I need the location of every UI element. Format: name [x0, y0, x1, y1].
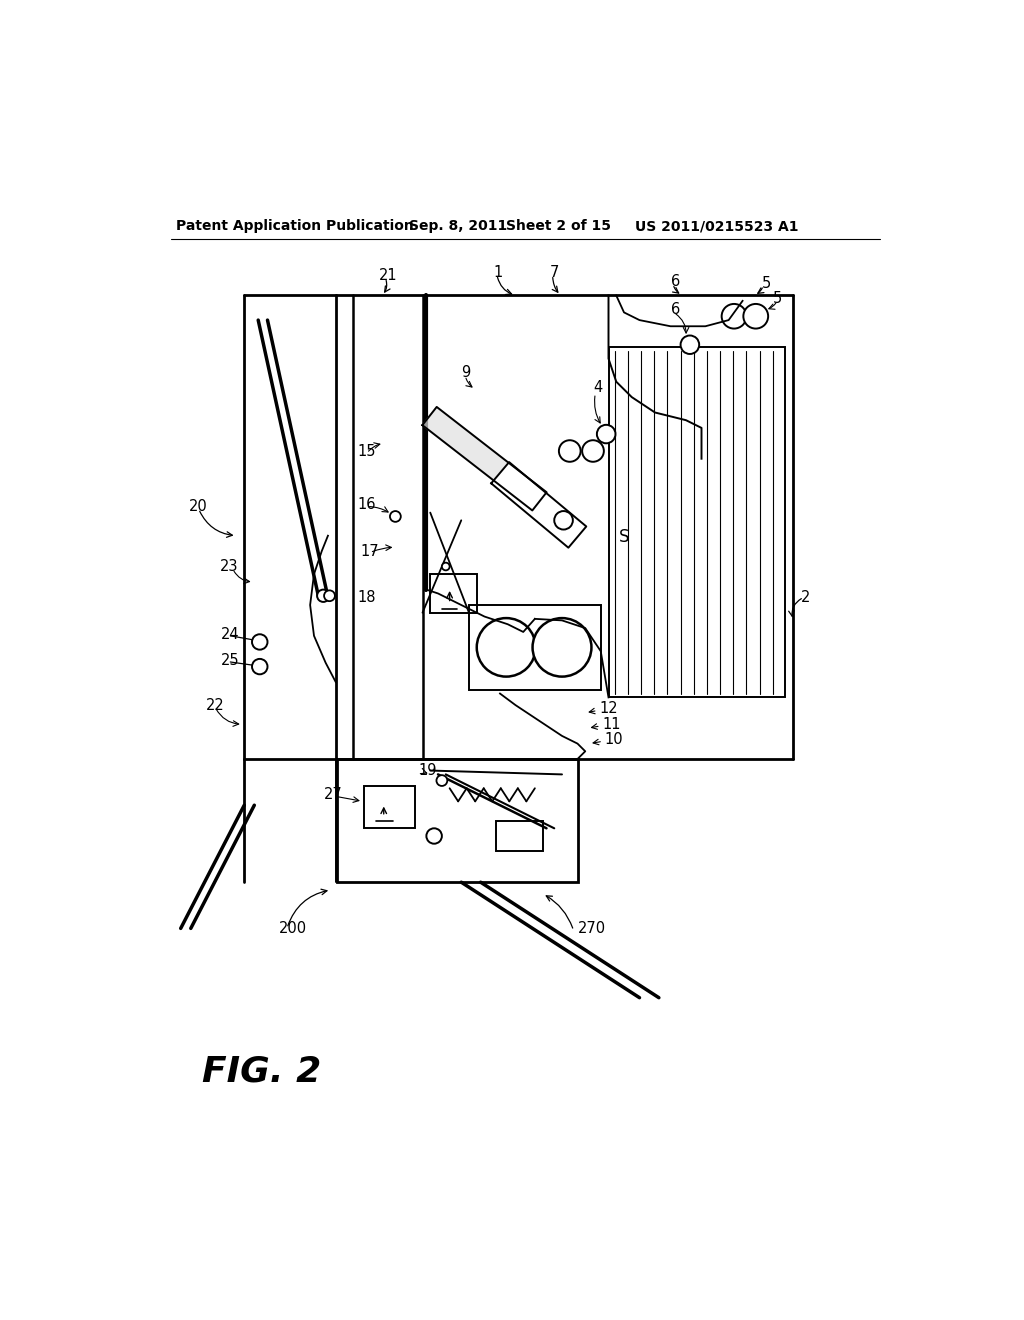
Text: S: S	[618, 528, 630, 546]
Circle shape	[743, 304, 768, 329]
Polygon shape	[492, 462, 587, 548]
Text: 5: 5	[773, 290, 782, 306]
Circle shape	[722, 304, 746, 329]
Text: 16: 16	[357, 498, 376, 512]
Text: 9: 9	[461, 364, 470, 380]
Circle shape	[477, 618, 536, 677]
Text: 12: 12	[599, 701, 617, 717]
Text: Sheet 2 of 15: Sheet 2 of 15	[506, 219, 611, 234]
Text: 270: 270	[578, 921, 605, 936]
Bar	[608, 347, 785, 697]
Text: US 2011/0215523 A1: US 2011/0215523 A1	[635, 219, 799, 234]
Circle shape	[324, 590, 335, 601]
Circle shape	[532, 618, 592, 677]
Text: 15: 15	[357, 444, 376, 458]
Text: FIG. 2: FIG. 2	[202, 1055, 321, 1089]
Circle shape	[436, 775, 447, 785]
Text: 27: 27	[324, 787, 343, 803]
Text: 23: 23	[219, 558, 238, 574]
Circle shape	[681, 335, 699, 354]
Circle shape	[554, 511, 572, 529]
Circle shape	[597, 425, 615, 444]
Text: 20: 20	[188, 499, 207, 513]
Circle shape	[390, 511, 400, 521]
Polygon shape	[422, 407, 547, 511]
Circle shape	[252, 659, 267, 675]
Circle shape	[442, 562, 450, 570]
Text: Patent Application Publication: Patent Application Publication	[176, 219, 414, 234]
Text: 25: 25	[221, 653, 240, 668]
Circle shape	[252, 635, 267, 649]
Text: 1: 1	[494, 265, 503, 280]
Text: 6: 6	[671, 302, 680, 317]
Text: 200: 200	[280, 921, 307, 936]
Text: 22: 22	[206, 697, 224, 713]
Text: 24: 24	[221, 627, 240, 642]
Circle shape	[559, 441, 581, 462]
Bar	[430, 574, 477, 612]
Text: 6: 6	[671, 275, 680, 289]
Text: 10: 10	[604, 733, 624, 747]
Bar	[365, 785, 415, 829]
Circle shape	[317, 590, 330, 602]
Bar	[337, 759, 578, 882]
Circle shape	[583, 441, 604, 462]
Text: 2: 2	[801, 590, 810, 605]
Text: 19: 19	[419, 763, 437, 777]
Circle shape	[426, 829, 442, 843]
Text: 5: 5	[762, 276, 771, 290]
Text: 11: 11	[602, 717, 621, 731]
Bar	[469, 605, 601, 689]
Text: 21: 21	[379, 268, 397, 282]
Text: 17: 17	[360, 544, 379, 558]
Text: Sep. 8, 2011: Sep. 8, 2011	[409, 219, 507, 234]
Text: 4: 4	[593, 380, 602, 396]
Text: 18: 18	[357, 590, 376, 605]
Text: 7: 7	[550, 265, 559, 280]
Bar	[496, 821, 543, 851]
